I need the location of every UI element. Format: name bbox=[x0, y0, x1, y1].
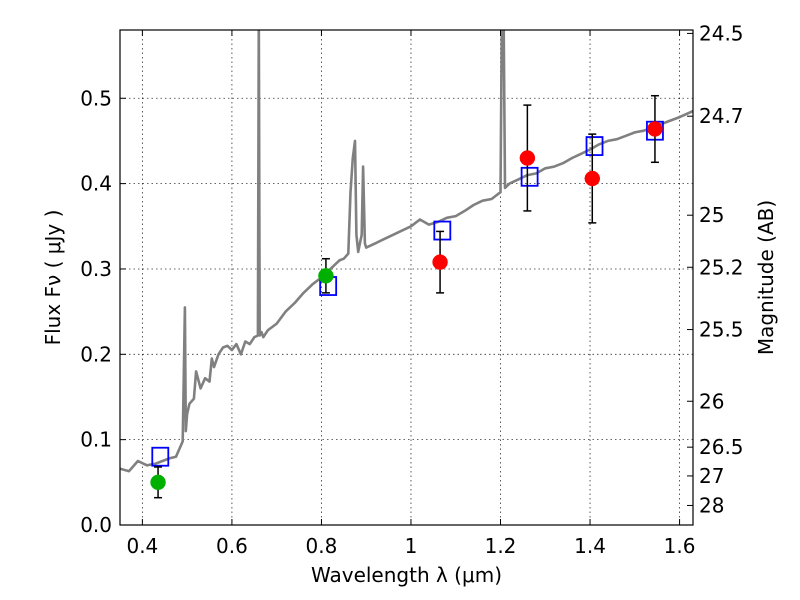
photometry-point bbox=[318, 268, 334, 284]
photometry-point bbox=[584, 170, 601, 187]
y-tick-label: 0.4 bbox=[80, 172, 112, 196]
photometry-markers bbox=[150, 94, 664, 499]
spectrum-polyline bbox=[120, 30, 693, 473]
photometry-point bbox=[150, 474, 166, 491]
mag-tick-label: 26 bbox=[699, 389, 724, 413]
y-axis-title: Flux Fν ( μJy ) bbox=[41, 210, 65, 346]
model-square-marker bbox=[433, 220, 452, 241]
spectrum-line bbox=[120, 30, 693, 473]
x-tick-label: 1.6 bbox=[664, 534, 696, 558]
mag-tick-label: 25 bbox=[699, 203, 724, 227]
x-axis-title: Wavelength λ (μm) bbox=[311, 563, 502, 587]
model-square-marker bbox=[520, 166, 539, 187]
x-tick-label: 0.4 bbox=[126, 534, 158, 558]
y-tick-label: 0.3 bbox=[80, 257, 112, 281]
y-tick-label: 0.1 bbox=[80, 428, 112, 452]
x-tick-label: 0.6 bbox=[216, 534, 248, 558]
right-axis-title: Magnitude (AB) bbox=[754, 200, 778, 355]
x-tick-label: 0.8 bbox=[306, 534, 338, 558]
mag-tick-label: 25.2 bbox=[699, 255, 744, 279]
x-tick-label: 1 bbox=[405, 534, 418, 558]
axis-ticks: 0.4 0.6 0.8 1 1.2 1.4 1.6 0.0 0.1 0.2 0.3 0.4 0.5 24.… bbox=[80, 21, 743, 558]
mag-tick-label: 24.7 bbox=[699, 104, 744, 128]
y-tick-label: 0.5 bbox=[80, 86, 112, 110]
mag-tick-label: 25.5 bbox=[699, 318, 744, 342]
mag-tick-label: 28 bbox=[699, 493, 724, 517]
mag-tick-label: 27 bbox=[699, 464, 724, 488]
mag-tick-label: 24.5 bbox=[699, 21, 744, 45]
x-tick-label: 1.4 bbox=[574, 534, 606, 558]
photometry-point bbox=[432, 254, 448, 270]
model-square-marker bbox=[585, 136, 604, 156]
grid bbox=[120, 30, 693, 526]
y-tick-label: 0.2 bbox=[80, 342, 112, 366]
mag-tick-label: 26.5 bbox=[699, 435, 744, 459]
x-tick-label: 1.2 bbox=[485, 534, 517, 558]
model-square-marker bbox=[151, 446, 170, 467]
y-tick-label: 0.0 bbox=[80, 513, 112, 537]
plot-frame bbox=[119, 29, 694, 526]
photometry-point bbox=[647, 121, 663, 137]
photometry-point bbox=[519, 150, 536, 166]
